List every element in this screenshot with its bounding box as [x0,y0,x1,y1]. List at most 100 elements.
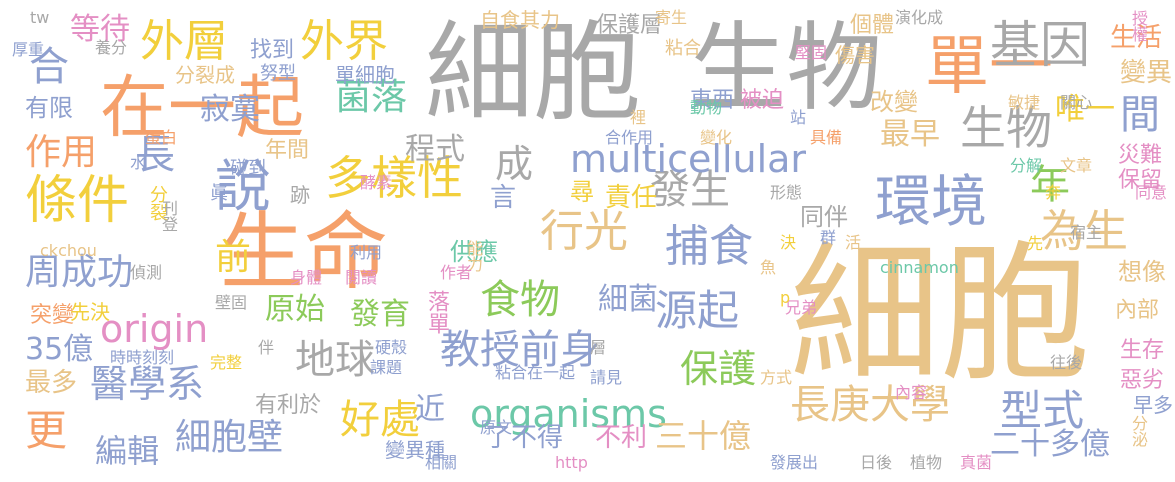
word: 活 [845,233,862,252]
word: 自食其力 [480,8,560,32]
word: 站 [790,108,807,127]
word: 粘合 [665,38,701,59]
word: 偵測 [130,263,163,282]
word: 先 [1024,235,1043,251]
word: 不利 [595,423,648,453]
word: 長庚大學 [790,382,950,428]
word: 水 [130,153,147,172]
word: 35億 [25,332,94,367]
word: 災難 [1118,143,1163,168]
word: 前 [215,237,252,278]
word: 敏捷 [1008,93,1041,112]
word: 食物 [480,277,560,323]
word: 真菌 [960,453,993,472]
word: 奔 [1045,183,1062,202]
word: p [780,288,791,307]
word: 植物 [910,453,943,472]
word: 保護 [680,347,757,391]
word: 保留 [1118,168,1163,193]
word: 年間 [265,138,310,163]
word: 裡 [630,108,647,127]
word: 合作用 [605,128,654,147]
word: 外層 [140,16,228,67]
word: 找到 [250,38,295,63]
word: 原文 [480,418,513,437]
word: 最早 [880,117,940,152]
word: 分解 [1010,156,1043,175]
word: 文章 [1060,156,1093,175]
word: 細胞 [425,11,642,136]
word: 東西 [690,88,735,113]
word: 環境 [875,170,987,235]
word: 生物 [960,101,1052,155]
word: http [555,453,588,472]
word: 多樣性 [325,151,463,205]
word: 兄弟 [785,298,818,317]
word: 間 [1120,92,1160,138]
word: 發生 [650,167,730,213]
word: 為生 [1040,206,1128,257]
word: 作者 [440,263,473,282]
word: 授權 [1129,10,1148,42]
word: 最多 [25,368,78,398]
word: 等待 [70,12,130,47]
word: 宿主 [1070,223,1103,242]
word: 唯一 [1055,92,1115,127]
word: 生存 [1120,338,1165,363]
word: 源起 [655,286,740,335]
word: 生命 [220,203,389,301]
word: 碰到 [230,158,266,179]
word: 想像 [1118,258,1166,286]
word: 程式 [405,132,465,167]
word: 關心 [1060,93,1093,112]
word: 完整 [210,353,243,372]
word: 保護層 [596,13,663,38]
word: 細胞 [790,228,1091,402]
word: 被迫 [740,88,785,113]
word: cinnamon [880,258,959,277]
word: 了不得 [485,423,564,453]
word: 醫學系 [90,362,205,406]
word: 責任 [605,183,658,213]
word: 早多 [1133,393,1173,417]
word: 突變 [30,303,75,328]
word: 形態 [770,183,803,202]
word: 落單 [424,290,449,334]
word: 養分 [95,38,128,57]
word: 壁固 [215,293,248,312]
word: 供應 [450,238,498,266]
word: tw [30,8,50,27]
word: 往後 [1050,353,1083,372]
word: 在一起 [100,69,305,148]
word: 單一 [925,30,1053,104]
word: 長 [135,132,175,178]
word: 細菌 [598,282,658,317]
word: 生物 [690,12,882,124]
word: 群 [820,228,837,247]
word: 好處 [340,397,420,443]
word: 細胞壁 [175,417,284,458]
word: 生活 [1110,23,1163,53]
word: 有利於 [255,393,322,418]
word: 寄生 [655,8,688,27]
word: multicellular [570,137,807,181]
word: 同伴 [800,203,848,231]
word: 動物 [690,98,723,117]
word: 近 [415,392,445,427]
word: 相關 [425,453,458,472]
word: 決 [780,233,797,252]
word: 能力 [464,240,483,272]
word: 演化成 [895,8,944,27]
word: 外界 [300,16,388,67]
word: 刊登 [159,200,178,232]
word: 尋 [570,178,594,206]
word: 內部 [1115,298,1160,323]
word: 變異種 [385,438,445,462]
word: 個體 [850,13,895,38]
word: 更 [25,406,68,455]
word: 言 [490,183,517,213]
word: 眞 [210,183,228,204]
word: 內容 [895,383,928,402]
word: 三十億 [655,417,752,455]
